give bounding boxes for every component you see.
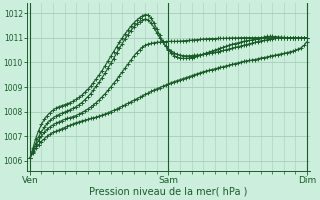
X-axis label: Pression niveau de la mer( hPa ): Pression niveau de la mer( hPa ): [89, 187, 248, 197]
